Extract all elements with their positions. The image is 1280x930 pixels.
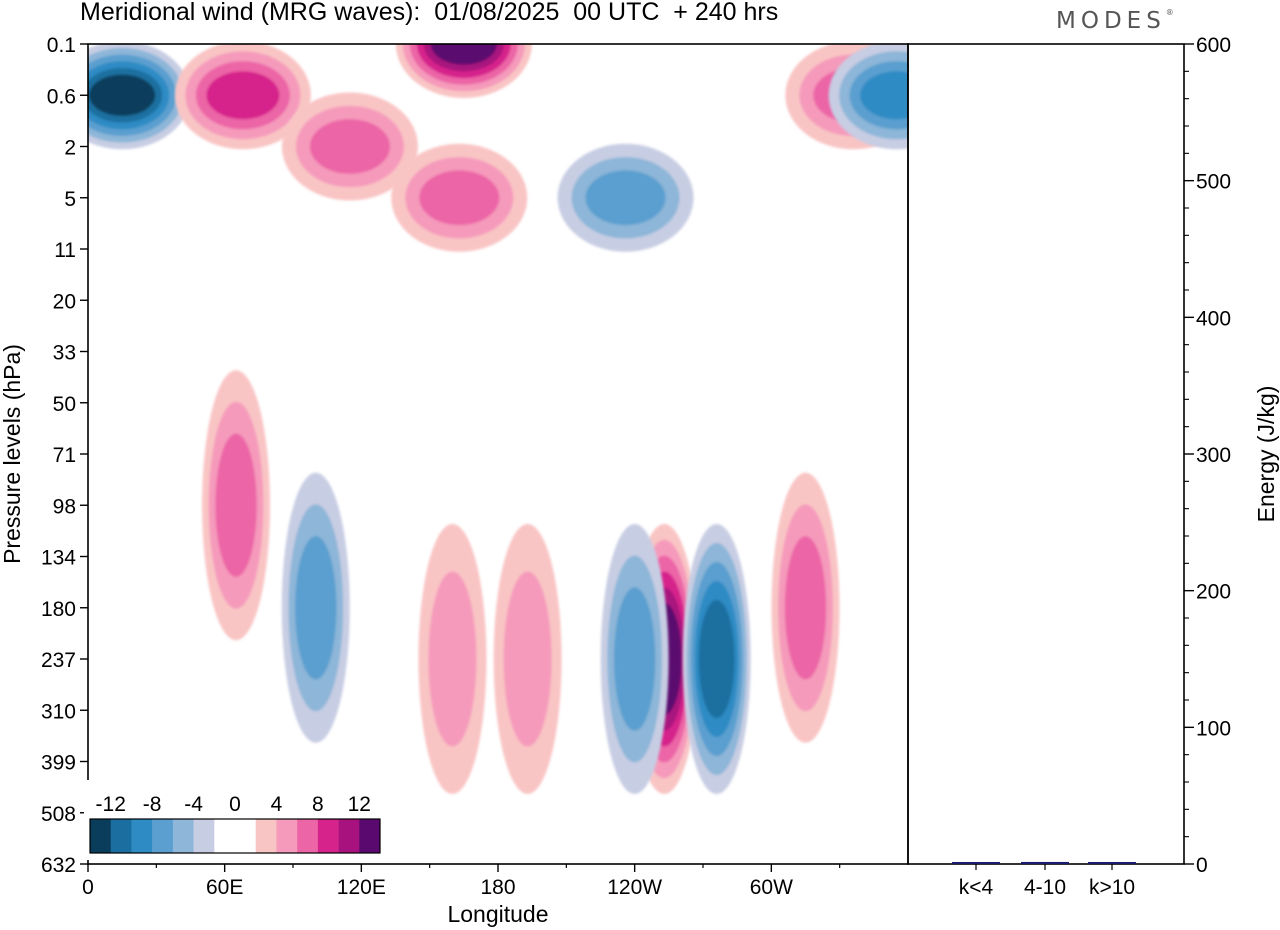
heat-contour <box>428 571 477 747</box>
y-tick-label: 399 <box>41 752 76 775</box>
logo-registered-mark: ® <box>1165 8 1174 17</box>
colorbar-swatch <box>152 819 174 853</box>
y-tick-label: 237 <box>41 649 76 672</box>
x-tick-label: 120W <box>607 876 662 899</box>
heat-feature <box>174 44 311 150</box>
y-tick-label: 0.6 <box>47 85 76 108</box>
y-tick-label: 5 <box>64 188 76 211</box>
heat-feature <box>202 370 271 641</box>
heat-contour <box>419 170 500 226</box>
energy-bar <box>952 862 1000 864</box>
y-tick-label: 20 <box>53 290 76 313</box>
heat-feature <box>600 524 669 794</box>
y-tick-label: 632 <box>41 854 76 877</box>
colorbar-swatch <box>317 819 339 853</box>
colorbar-swatch <box>90 819 112 853</box>
colorbar-label: 0 <box>229 793 241 816</box>
colorbar-swatch <box>172 819 194 853</box>
energy-tick-label: 600 <box>1196 34 1231 57</box>
x-tick-label: 120E <box>337 876 386 899</box>
heat-contour <box>614 587 656 731</box>
energy-tick-label: 200 <box>1196 581 1231 604</box>
colorbar-label: 12 <box>348 793 371 816</box>
energy-tick-label: 300 <box>1196 444 1231 467</box>
colorbar-label: -4 <box>184 793 203 816</box>
energy-tick-label: 400 <box>1196 307 1231 330</box>
heat-contour <box>585 170 666 226</box>
colorbar-frame <box>89 818 381 854</box>
heat-feature <box>828 44 908 150</box>
colorbar-swatch <box>359 819 381 853</box>
heat-feature <box>771 472 840 743</box>
heat-feature <box>88 44 191 150</box>
y-tick-label: 2 <box>64 137 76 160</box>
x-tick-label: 0 <box>82 876 94 899</box>
heat-feature <box>418 524 487 794</box>
y-tick-label: 0.1 <box>47 34 76 57</box>
heat-feature <box>281 92 418 201</box>
energy-panel-frame <box>907 43 1185 865</box>
heat-contour <box>89 74 156 116</box>
energy-tick-label: 100 <box>1196 717 1231 740</box>
x-tick-label: 180 <box>480 876 515 899</box>
colorbar-swatch <box>214 819 236 853</box>
colorbar-swatch <box>297 819 319 853</box>
heat-contour <box>503 571 552 747</box>
heat-feature <box>557 143 694 252</box>
colorbar-label: 4 <box>271 793 283 816</box>
colorbar-label: 8 <box>312 793 324 816</box>
heat-contour <box>206 71 280 120</box>
heat-contour <box>860 71 908 120</box>
energy-category-label: k>10 <box>1089 876 1135 899</box>
y-tick-label: 98 <box>53 495 76 518</box>
x-tick-label: 60E <box>206 876 243 899</box>
heat-contour <box>215 433 257 577</box>
y-tick-label: 71 <box>53 444 76 467</box>
heat-feature <box>493 524 562 794</box>
heat-feature <box>391 143 528 252</box>
x-tick-label: 60W <box>750 876 793 899</box>
y-tick-label: 134 <box>41 547 76 570</box>
heat-feature <box>682 524 751 794</box>
y-tick-label: 310 <box>41 700 76 723</box>
heat-feature <box>395 44 532 98</box>
energy-bar <box>1021 861 1069 864</box>
chart-title: Meridional wind (MRG waves): 01/08/2025 … <box>80 0 779 26</box>
y-axis-label: Pressure levels (hPa) <box>0 344 25 564</box>
y-tick-label: 33 <box>53 342 76 365</box>
heat-contour <box>698 600 735 718</box>
colorbar-swatch <box>131 819 153 853</box>
colorbar-label: -8 <box>143 793 162 816</box>
heat-contour <box>309 119 390 174</box>
energy-axis-label: Energy (J/kg) <box>1253 386 1279 523</box>
y-tick-label: 50 <box>53 393 76 416</box>
y-tick-label: 180 <box>41 598 76 621</box>
energy-tick-label: 0 <box>1196 854 1208 877</box>
colorbar-swatch <box>276 819 298 853</box>
x-axis-label: Longitude <box>447 901 548 927</box>
colorbar-swatch <box>193 819 215 853</box>
energy-category-label: k<4 <box>959 876 994 899</box>
heat-contour <box>295 536 337 680</box>
colorbar-swatch <box>235 819 257 853</box>
colorbar-swatch <box>255 819 277 853</box>
colorbar-label: -12 <box>96 793 126 816</box>
logo-text: MODES <box>1056 8 1166 34</box>
heat-contour <box>784 536 827 680</box>
colorbar-swatch <box>110 819 132 853</box>
y-tick-label: 508 <box>41 803 76 826</box>
colorbar-swatch <box>338 819 360 853</box>
energy-category-label: 4-10 <box>1024 876 1066 899</box>
energy-tick-label: 500 <box>1196 171 1231 194</box>
modes-logo: MODES® <box>1056 8 1174 34</box>
energy-bar <box>1088 862 1136 864</box>
heat-feature <box>281 472 350 743</box>
y-tick-label: 11 <box>54 239 76 262</box>
heat-contour <box>430 44 497 65</box>
